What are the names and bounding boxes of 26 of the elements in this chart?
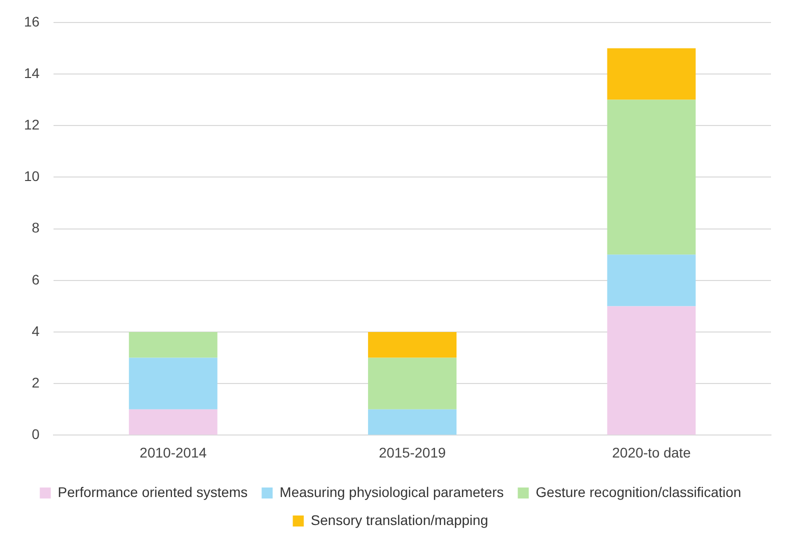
y-tick-label: 4	[32, 322, 40, 339]
bar	[368, 332, 457, 358]
bar	[607, 306, 696, 435]
y-tick-label: 10	[24, 168, 40, 184]
legend-label: Gesture recognition/classification	[536, 484, 742, 500]
bar	[128, 332, 218, 358]
y-tick-label: 2	[32, 374, 40, 390]
x-tick-label: 2010-2014	[140, 444, 207, 460]
y-tick-label: 8	[32, 220, 40, 236]
x-tick-label: 2020-to date	[612, 444, 691, 460]
x-tick-label: 2015-2019	[378, 444, 446, 460]
y-tick-label: 6	[32, 271, 40, 288]
bar	[607, 100, 696, 255]
y-tick-label: 0	[32, 426, 40, 442]
bar	[607, 254, 696, 306]
y-tick-label: 16	[24, 13, 40, 30]
bar	[607, 48, 696, 100]
y-tick-label: 12	[24, 116, 40, 132]
bar	[368, 409, 457, 435]
bar	[128, 409, 218, 435]
legend-label: Performance oriented systems	[58, 484, 248, 500]
bar	[368, 358, 457, 410]
legend-label: Measuring physiological parameters	[280, 484, 504, 500]
y-tick-label: 14	[24, 64, 40, 81]
legend-label: Sensory translation/mapping	[310, 512, 488, 528]
bar	[128, 358, 218, 410]
